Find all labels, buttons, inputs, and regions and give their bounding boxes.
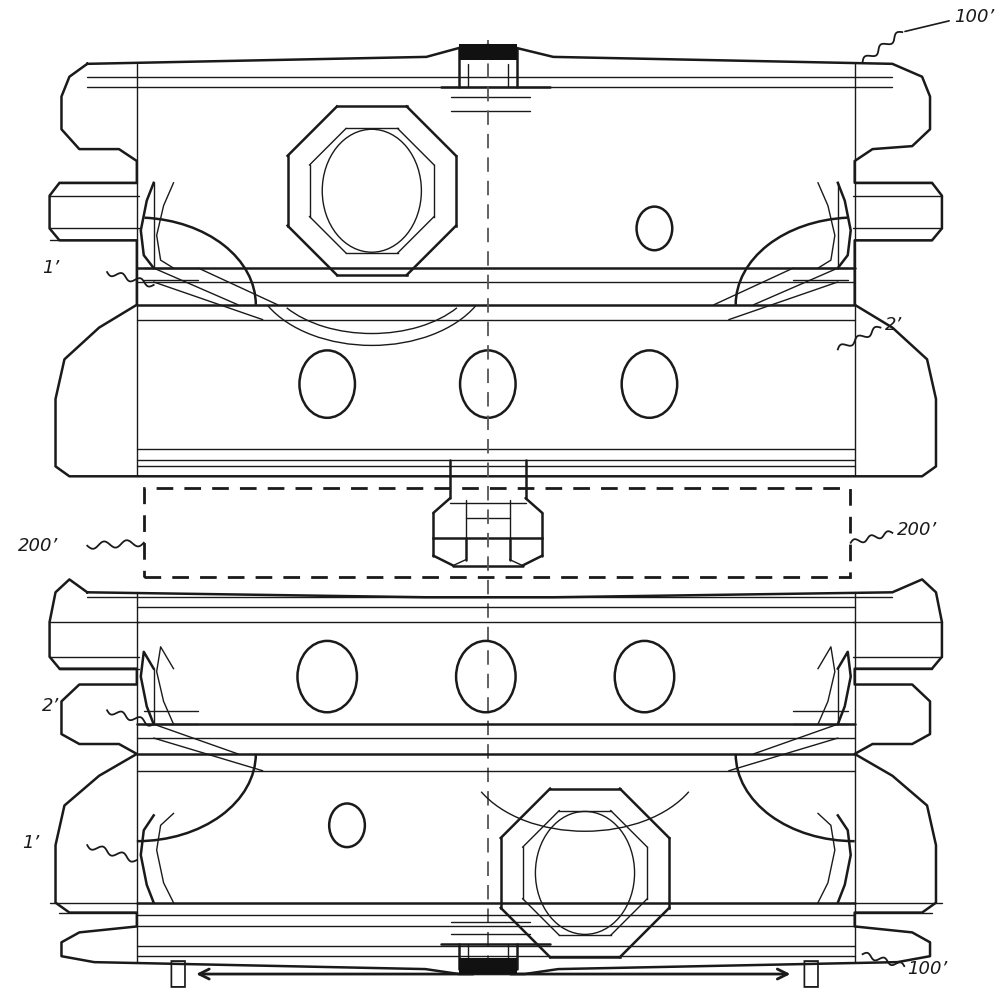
Polygon shape	[50, 45, 942, 476]
Text: 100’: 100’	[907, 960, 947, 978]
Text: 1’: 1’	[22, 834, 39, 852]
Text: 2’: 2’	[884, 316, 902, 334]
Text: 右: 右	[801, 959, 819, 989]
Text: 100’: 100’	[954, 8, 994, 26]
Bar	[459, 958, 517, 974]
Text: 左: 左	[168, 959, 186, 989]
Bar	[459, 44, 517, 60]
Bar	[144, 488, 850, 578]
Text: 200’: 200’	[897, 521, 938, 539]
Text: 200’: 200’	[18, 537, 58, 555]
Polygon shape	[50, 580, 942, 974]
Text: 2’: 2’	[42, 698, 59, 716]
Text: 1’: 1’	[42, 259, 59, 277]
